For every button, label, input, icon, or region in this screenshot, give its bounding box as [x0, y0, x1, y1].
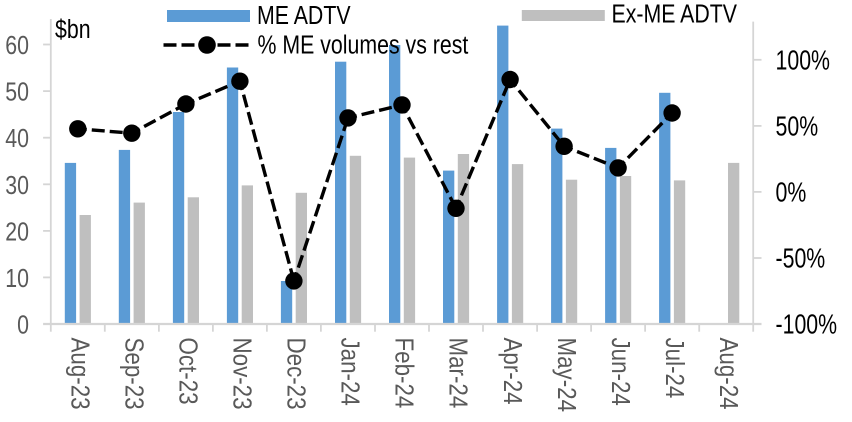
svg-text:Aug-23: Aug-23 [65, 338, 94, 410]
svg-text:Sep-23: Sep-23 [119, 338, 148, 410]
svg-text:$bn: $bn [55, 15, 91, 45]
svg-text:Nov-23: Nov-23 [227, 338, 256, 410]
svg-text:20: 20 [5, 217, 29, 247]
svg-text:Feb-24: Feb-24 [389, 338, 418, 409]
svg-text:50%: 50% [776, 112, 819, 142]
svg-text:Jul-24: Jul-24 [659, 338, 688, 399]
svg-text:Apr-24: Apr-24 [497, 338, 526, 405]
svg-text:ME ADTV: ME ADTV [257, 1, 351, 31]
svg-text:Mar-24: Mar-24 [443, 338, 472, 409]
svg-text:Aug-24: Aug-24 [713, 338, 742, 410]
svg-text:0: 0 [17, 311, 29, 341]
svg-text:0%: 0% [776, 178, 807, 208]
svg-text:-100%: -100% [776, 310, 838, 340]
svg-text:Dec-23: Dec-23 [281, 338, 310, 410]
svg-text:Jun-24: Jun-24 [605, 338, 634, 406]
svg-text:Jan-24: Jan-24 [335, 338, 364, 406]
svg-text:Oct-23: Oct-23 [173, 338, 202, 405]
svg-text:40: 40 [5, 124, 29, 154]
svg-text:60: 60 [5, 31, 29, 61]
svg-text:30: 30 [5, 171, 29, 201]
svg-text:% ME volumes vs rest: % ME volumes vs rest [258, 31, 469, 61]
svg-text:May-24: May-24 [551, 338, 580, 413]
svg-text:-50%: -50% [776, 244, 826, 274]
svg-text:100%: 100% [776, 46, 830, 76]
svg-text:Ex-ME ADTV: Ex-ME ADTV [612, 0, 738, 29]
svg-text:10: 10 [5, 264, 29, 294]
svg-text:50: 50 [5, 78, 29, 108]
